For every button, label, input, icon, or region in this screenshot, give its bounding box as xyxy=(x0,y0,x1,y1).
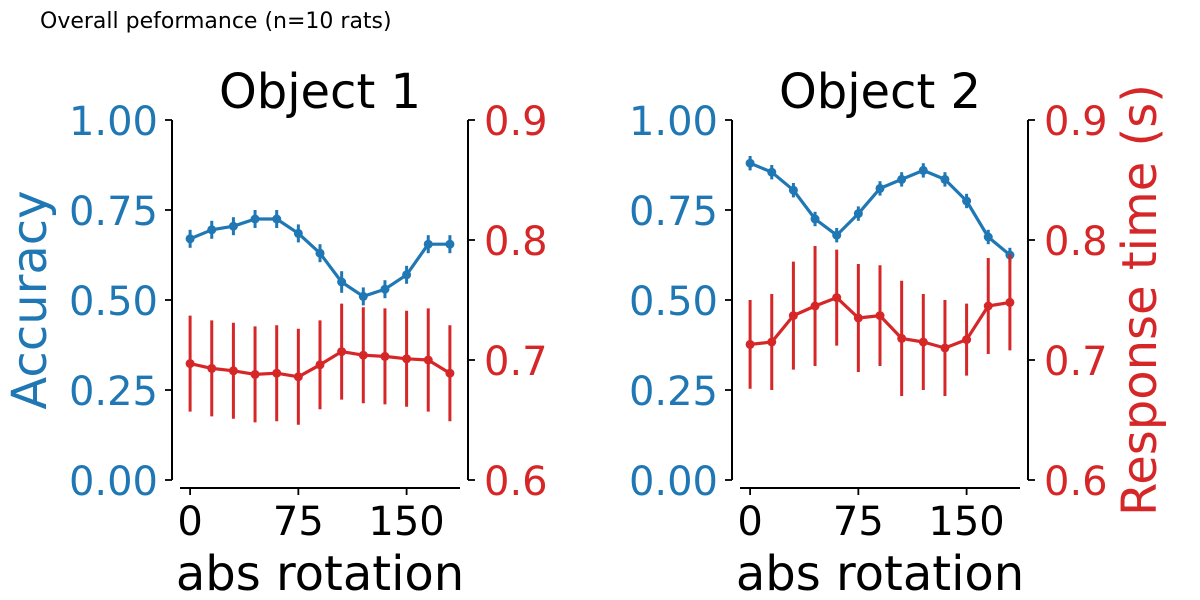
response-time-point xyxy=(228,366,238,376)
accuracy-point xyxy=(293,228,303,238)
accuracy-line xyxy=(749,161,1011,257)
accuracy-series xyxy=(185,210,455,306)
response-time-point xyxy=(788,311,798,321)
left-y-tick-label: 0.25 xyxy=(69,369,158,415)
x-tick-label: 150 xyxy=(928,499,1004,545)
left-y-tick-label: 1.00 xyxy=(629,99,718,145)
accuracy-point xyxy=(897,174,907,184)
left-y-tick-label: 1.00 xyxy=(69,99,158,145)
accuracy-point xyxy=(875,183,885,193)
response-time-point xyxy=(185,359,195,369)
x-tick-label: 75 xyxy=(273,499,324,545)
response-time-point xyxy=(832,293,842,303)
accuracy-point xyxy=(380,284,390,294)
response-time-point xyxy=(207,363,217,373)
response-time-point xyxy=(918,337,928,347)
left-y-tick-label: 0.75 xyxy=(629,189,718,235)
x-axis-label: abs rotation xyxy=(736,546,1024,600)
left-y-tick-label: 0.00 xyxy=(629,459,718,505)
right-y-tick-label: 0.8 xyxy=(484,219,548,265)
accuracy-point xyxy=(337,277,347,287)
left-y-axis-label: Accuracy xyxy=(2,190,58,409)
response-time-series xyxy=(185,303,455,425)
accuracy-point xyxy=(185,234,195,244)
response-time-point xyxy=(940,343,950,353)
response-time-point xyxy=(875,311,885,321)
response-time-series xyxy=(745,246,1015,396)
response-time-point xyxy=(1005,297,1015,307)
accuracy-point xyxy=(745,158,755,168)
left-y-tick-label: 0.25 xyxy=(629,369,718,415)
x-tick-label: 0 xyxy=(737,499,762,545)
accuracy-point xyxy=(918,165,928,175)
panel-title: Object 1 xyxy=(219,64,421,120)
accuracy-series xyxy=(745,156,1015,263)
response-time-point xyxy=(423,355,433,365)
accuracy-point xyxy=(853,209,863,219)
accuracy-point xyxy=(983,232,993,242)
response-time-point xyxy=(962,335,972,345)
left-y-tick-label: 0.50 xyxy=(629,279,718,325)
right-y-tick-label: 0.9 xyxy=(484,99,548,145)
response-time-point xyxy=(745,339,755,349)
accuracy-point xyxy=(228,221,238,231)
accuracy-point xyxy=(940,174,950,184)
accuracy-point xyxy=(962,196,972,206)
accuracy-point xyxy=(810,214,820,224)
response-time-point xyxy=(358,350,368,360)
right-y-tick-label: 0.8 xyxy=(1044,219,1108,265)
x-tick-label: 0 xyxy=(177,499,202,545)
right-y-tick-label: 0.6 xyxy=(1044,459,1108,505)
right-y-tick-label: 0.7 xyxy=(484,339,548,385)
response-time-point xyxy=(315,360,325,370)
left-y-tick-label: 0.75 xyxy=(69,189,158,235)
panel-object-1: Object 1 0.00 0.25 0.50 0.75 1.00 0.6 0.7 0.8 0.9… xyxy=(2,64,548,600)
right-y-axis-label: Response time (s) xyxy=(1112,84,1168,516)
response-time-point xyxy=(810,301,820,311)
response-time-point xyxy=(983,301,993,311)
response-time-point xyxy=(445,368,455,378)
right-y-tick-label: 0.6 xyxy=(484,459,548,505)
x-tick-label: 75 xyxy=(833,499,884,545)
left-y-tick-label: 0.50 xyxy=(69,279,158,325)
response-time-point xyxy=(250,369,260,379)
response-time-point xyxy=(380,351,390,361)
response-time-point xyxy=(897,333,907,343)
accuracy-point xyxy=(272,214,282,224)
accuracy-point xyxy=(315,248,325,258)
x-axis-label: abs rotation xyxy=(176,546,464,600)
accuracy-point xyxy=(402,270,412,280)
accuracy-point xyxy=(767,167,777,177)
panel-object-2: Object 2 0.00 0.25 0.50 0.75 1.00 0.6 0.7 0.8 0.9… xyxy=(629,64,1168,600)
response-time-point xyxy=(337,347,347,357)
figure-title: Overall peformance (n=10 rats) xyxy=(40,9,392,34)
accuracy-point xyxy=(423,239,433,249)
accuracy-point xyxy=(788,185,798,195)
right-y-tick-label: 0.7 xyxy=(1044,339,1108,385)
response-time-point xyxy=(853,313,863,323)
response-time-point xyxy=(293,372,303,382)
response-time-point xyxy=(402,354,412,364)
accuracy-point xyxy=(445,239,455,249)
accuracy-point xyxy=(250,214,260,224)
panel-title: Object 2 xyxy=(779,64,981,120)
accuracy-point xyxy=(358,291,368,301)
x-tick-label: 150 xyxy=(368,499,444,545)
accuracy-point xyxy=(207,225,217,235)
accuracy-point xyxy=(832,230,842,240)
response-time-point xyxy=(272,368,282,378)
left-y-tick-label: 0.00 xyxy=(69,459,158,505)
response-time-point xyxy=(767,337,777,347)
right-y-tick-label: 0.9 xyxy=(1044,99,1108,145)
